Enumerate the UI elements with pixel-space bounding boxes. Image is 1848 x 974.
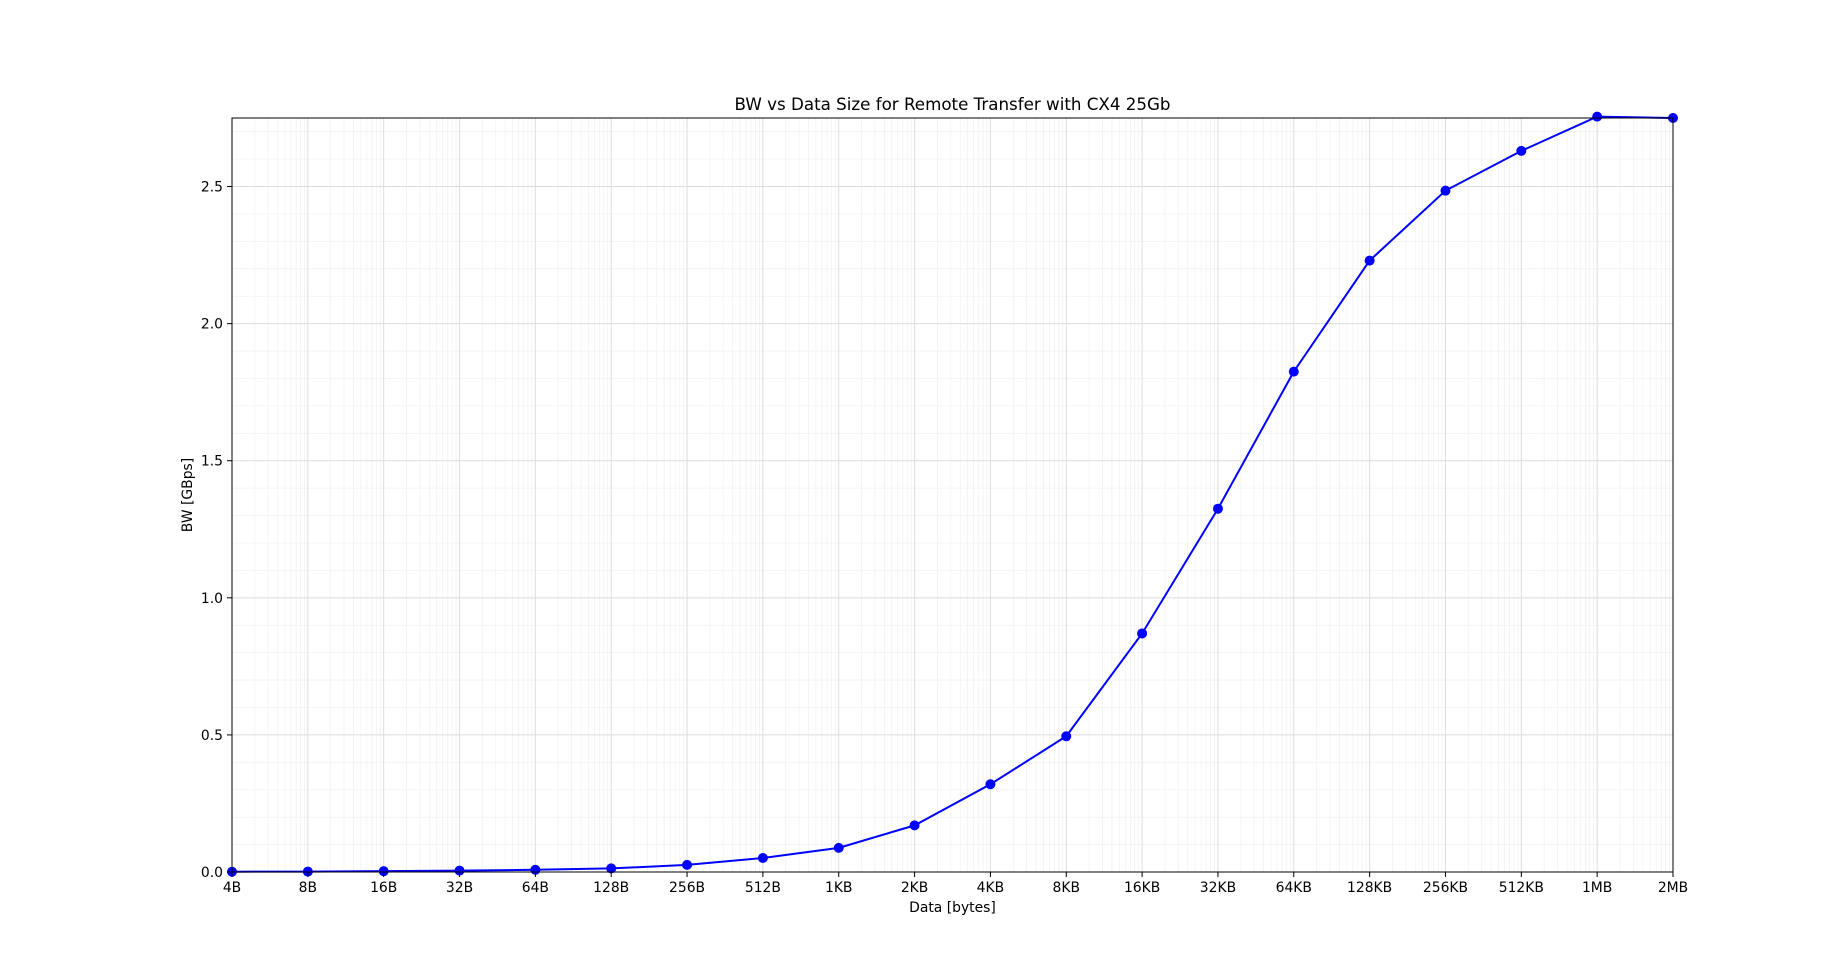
y-tick-label: 1.5 [201,454,223,470]
x-tick-label: 256B [669,880,705,896]
data-point [1288,366,1299,377]
series-layer [227,111,1678,877]
x-tick-label: 1MB [1582,880,1612,896]
data-point [757,853,768,864]
plot-frame [231,117,1674,873]
x-tick-label: 16KB [1124,880,1160,896]
y-tick-label: 0.5 [201,728,223,744]
y-tick-label: 2.5 [201,180,223,196]
x-tick-label: 32KB [1200,880,1236,896]
minor-grid [232,118,1673,872]
data-point [682,859,693,870]
data-point [1364,255,1375,266]
x-tick-label: 8KB [1053,880,1080,896]
y-axis-label: BW [GBps] [180,458,196,532]
data-point [1212,503,1223,514]
x-tick-label: 8B [299,880,317,896]
data-point [378,866,389,877]
data-point [909,820,920,831]
x-tick-label: 512KB [1499,880,1544,896]
data-point [1137,628,1148,639]
x-tick-label: 32B [446,880,473,896]
y-tick-label: 2.0 [201,317,223,333]
data-point [833,842,844,853]
y-tick-label: 1.0 [201,591,223,607]
data-point [1592,111,1603,122]
x-tick-label: 1KB [825,880,852,896]
x-tick-label: 128KB [1347,880,1392,896]
data-point [454,865,465,876]
y-axis-ticks: 0.0 0.5 1.0 1.5 2.0 2.5 [201,180,232,881]
x-tick-label: 2KB [901,880,928,896]
data-point [985,779,996,790]
y-tick-label: 0.0 [201,865,223,881]
data-point [1516,145,1527,156]
x-axis-ticks: 4B 8B 16B 32B 64B 128B 256B 512B 1KB 2KB 4KB 8KB 16K… [223,872,1688,896]
data-point [606,863,617,874]
x-tick-label: 64B [522,880,549,896]
x-tick-label: 16B [370,880,397,896]
data-point [1440,185,1451,196]
x-tick-label: 512B [745,880,781,896]
x-tick-label: 256KB [1423,880,1468,896]
series-line [231,115,1674,873]
x-tick-label: 64KB [1276,880,1312,896]
data-point [1061,731,1072,742]
x-tick-label: 4KB [977,880,1004,896]
x-tick-label: 4B [223,880,241,896]
x-tick-label: 2MB [1658,880,1688,896]
chart-title: BW vs Data Size for Remote Transfer with… [734,94,1170,114]
x-tick-label: 128B [593,880,629,896]
x-axis-label: Data [bytes] [909,900,996,916]
